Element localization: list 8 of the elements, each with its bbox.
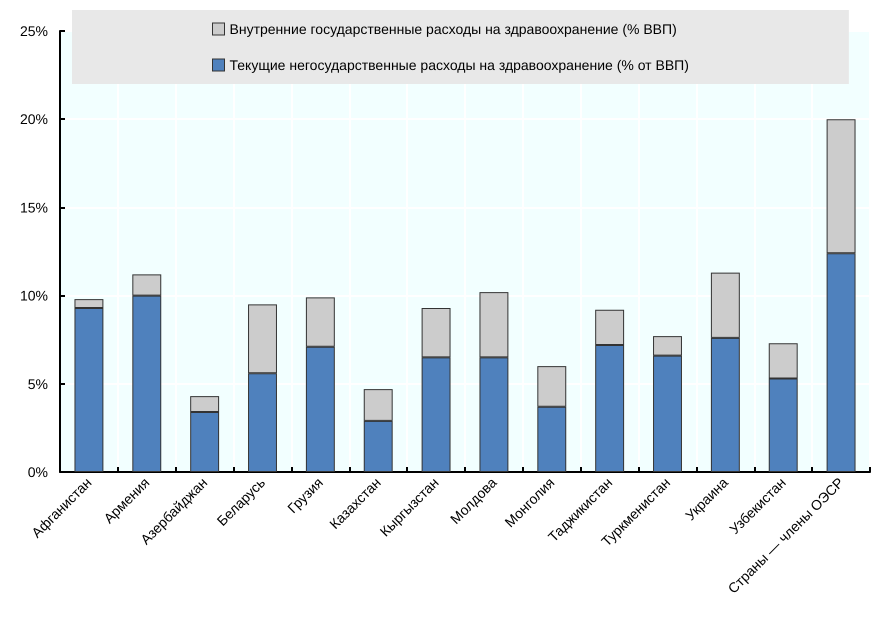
y-tick-label: 15% bbox=[20, 199, 48, 216]
y-tick-label: 25% bbox=[20, 23, 48, 39]
y-tick-label: 20% bbox=[20, 111, 48, 128]
y-tick-label: 0% bbox=[28, 464, 48, 480]
y-tick-label: 10% bbox=[20, 288, 48, 304]
legend-label: Внутренние государственные расходы на здравоохранение (% ВВП) bbox=[230, 21, 677, 37]
legend-label: Текущие негосударственные расходы на здравоохранение (% от ВВП) bbox=[230, 57, 689, 73]
y-tick-label: 5% bbox=[28, 376, 48, 392]
